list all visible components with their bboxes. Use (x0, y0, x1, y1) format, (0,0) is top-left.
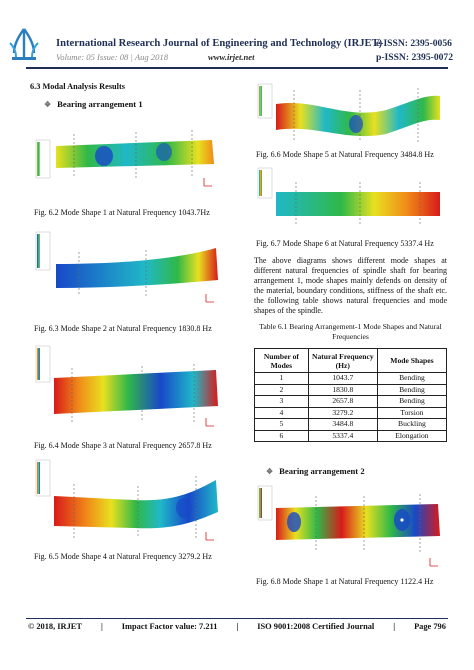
fea-render-image (257, 83, 440, 142)
table-cell: Buckling (376, 418, 448, 431)
table-cell: 1830.8 (307, 383, 378, 396)
figure-mode-shape-3 (34, 342, 220, 430)
table-cell: 6 (254, 429, 309, 442)
table-cell: 2657.8 (307, 395, 378, 408)
figure-mode-shape-5 (256, 80, 444, 148)
fea-render-image (35, 130, 214, 187)
table-cell: 1 (254, 372, 309, 385)
mode-shapes-table: Number of Modes Natural Frequency (Hz) M… (254, 348, 448, 442)
caption-fig-6-6: Fig. 6.6 Mode Shape 5 at Natural Frequen… (256, 150, 434, 159)
p-issn: p-ISSN: 2395-0072 (376, 52, 454, 63)
fea-render-image (257, 167, 440, 226)
caption-fig-6-5: Fig. 6.5 Mode Shape 4 at Natural Frequen… (34, 552, 212, 561)
header-number-of-modes: Number of Modes (254, 348, 309, 373)
table-cell: 5 (254, 418, 309, 431)
figure-mode-shape-6 (256, 164, 444, 234)
table-cell: 2 (254, 383, 309, 396)
table-row: 6 5337.4 Elongation (254, 429, 448, 442)
fea-render-image (35, 345, 218, 427)
table-cell: Bending (376, 395, 448, 408)
journal-title: International Research Journal of Engine… (56, 38, 383, 49)
table-row: 3 2657.8 Bending (254, 395, 448, 408)
caption-fig-6-4: Fig. 6.4 Mode Shape 3 at Natural Frequen… (34, 441, 212, 450)
footer-separator: | (100, 622, 103, 631)
arrangement2-heading: ❖ Bearing arrangement 2 (266, 466, 365, 476)
fea-render-image (35, 459, 218, 541)
footer-divider (26, 618, 448, 620)
figure-mode-shape-2 (34, 222, 220, 306)
table-cell: 3 (254, 395, 309, 408)
caption-fig-6-2: Fig. 6.2 Mode Shape 1 at Natural Frequen… (34, 208, 210, 217)
table-row: 5 3484.8 Buckling (254, 418, 448, 431)
header-natural-frequency: Natural Frequency (Hz) (307, 348, 378, 373)
table-cell: Bending (376, 372, 448, 385)
table-row: 2 1830.8 Bending (254, 383, 448, 396)
table-cell: Bending (376, 383, 448, 396)
caption-fig-6-3: Fig. 6.3 Mode Shape 2 at Natural Frequen… (34, 324, 212, 333)
table-cell: Torsion (376, 406, 448, 419)
figure-arrangement2-mode-shape-1 (256, 482, 444, 572)
header-mode-shapes: Mode Shapes (376, 348, 448, 373)
table-cell: Elongation (376, 429, 448, 442)
e-issn: e-ISSN: 2395-0056 (376, 38, 452, 49)
diamond-bullet-icon: ❖ (44, 100, 52, 109)
table-cell: 3484.8 (307, 418, 378, 431)
table-cell: 3279.2 (307, 406, 378, 419)
volume-issue: Volume: 05 Issue: 08 | Aug 2018 (56, 52, 168, 62)
caption-fig-6-8: Fig. 6.8 Mode Shape 1 at Natural Frequen… (256, 577, 434, 586)
footer-copyright: © 2018, IRJET (28, 622, 82, 631)
page-footer: © 2018, IRJET | Impact Factor value: 7.2… (28, 622, 446, 631)
header-divider (26, 67, 448, 69)
footer-iso: ISO 9001:2008 Certified Journal (257, 622, 375, 631)
footer-separator: | (236, 622, 239, 631)
table-cell: 1043.7 (307, 372, 378, 385)
journal-website-link[interactable]: www.irjet.net (208, 52, 255, 62)
arrangement1-heading: ❖ Bearing arrangement 1 (44, 99, 143, 109)
footer-page-number: Page 796 (414, 622, 446, 631)
footer-impact-factor: Impact Factor value: 7.211 (121, 622, 218, 631)
table-row: 1 1043.7 Bending (254, 372, 448, 385)
footer-separator: | (393, 622, 396, 631)
figure-mode-shape-1 (34, 112, 220, 192)
figure-mode-shape-4 (34, 456, 220, 544)
table-cell: 4 (254, 406, 309, 419)
body-paragraph: The above diagrams shows different mode … (254, 256, 447, 315)
table-caption: Table 6.1 Bearing Arrangement-1 Mode Sha… (259, 322, 442, 341)
table-row: 4 3279.2 Torsion (254, 406, 448, 419)
caption-fig-6-7: Fig. 6.7 Mode Shape 6 at Natural Frequen… (256, 239, 434, 248)
irjet-logo-icon (9, 28, 39, 60)
fea-render-image (35, 231, 218, 303)
diamond-bullet-icon: ❖ (266, 467, 274, 476)
table-cell: 5337.4 (307, 429, 378, 442)
fea-render-image (257, 485, 440, 567)
table-header-row: Number of Modes Natural Frequency (Hz) M… (254, 348, 448, 373)
section-title: 6.3 Modal Analysis Results (30, 82, 125, 91)
